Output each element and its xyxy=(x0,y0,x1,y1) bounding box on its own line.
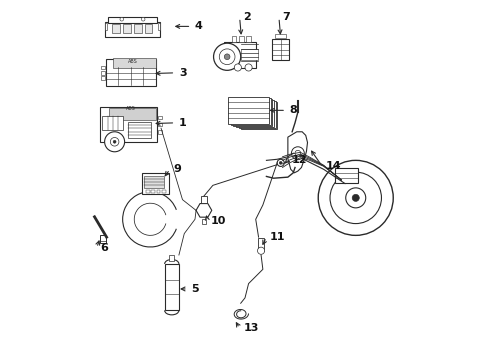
Bar xyxy=(242,102,277,129)
Bar xyxy=(106,59,156,86)
Bar xyxy=(162,190,166,193)
Circle shape xyxy=(104,132,124,152)
Circle shape xyxy=(120,18,123,21)
Polygon shape xyxy=(196,203,212,217)
Bar xyxy=(146,190,149,193)
Bar xyxy=(113,24,121,33)
Bar xyxy=(101,66,105,69)
Bar xyxy=(105,23,107,30)
Text: 2: 2 xyxy=(243,13,251,22)
Text: 1: 1 xyxy=(179,118,187,128)
Bar xyxy=(223,41,256,68)
Text: 7: 7 xyxy=(283,13,290,22)
Text: 3: 3 xyxy=(179,68,187,78)
Bar xyxy=(202,219,206,224)
Bar xyxy=(102,116,123,130)
Text: 5: 5 xyxy=(192,284,199,294)
Bar xyxy=(335,168,358,183)
Bar xyxy=(99,235,106,243)
Bar xyxy=(239,36,244,41)
Bar xyxy=(100,107,157,143)
Bar xyxy=(101,76,105,80)
Circle shape xyxy=(318,160,393,235)
Text: 13: 13 xyxy=(243,323,259,333)
Bar xyxy=(158,23,160,30)
Bar xyxy=(165,264,179,310)
Bar xyxy=(101,71,105,75)
Text: 6: 6 xyxy=(100,243,108,253)
Bar xyxy=(109,108,156,120)
Circle shape xyxy=(295,150,301,156)
Circle shape xyxy=(330,172,381,224)
Bar xyxy=(169,255,174,261)
Bar xyxy=(236,100,274,127)
Text: 12: 12 xyxy=(292,156,307,165)
Text: 4: 4 xyxy=(195,21,203,31)
Circle shape xyxy=(245,64,252,71)
Circle shape xyxy=(346,188,366,208)
Bar xyxy=(231,98,270,125)
Bar xyxy=(272,39,289,60)
Circle shape xyxy=(142,18,145,21)
Text: ABS: ABS xyxy=(127,59,137,64)
Bar xyxy=(233,99,272,126)
Bar xyxy=(123,24,131,33)
Circle shape xyxy=(214,43,241,70)
Polygon shape xyxy=(288,132,308,173)
Circle shape xyxy=(224,54,230,60)
Bar xyxy=(128,122,151,138)
Bar xyxy=(241,49,258,60)
Circle shape xyxy=(277,159,284,166)
Bar xyxy=(275,34,286,38)
Bar xyxy=(113,58,156,68)
Bar xyxy=(228,97,269,124)
Bar xyxy=(201,197,207,203)
Circle shape xyxy=(113,140,116,143)
Text: 11: 11 xyxy=(270,232,286,242)
Bar xyxy=(232,36,237,41)
Bar xyxy=(151,190,155,193)
Bar xyxy=(158,116,162,119)
Bar xyxy=(134,24,142,33)
Text: 8: 8 xyxy=(290,105,297,115)
Bar xyxy=(246,36,251,41)
Bar xyxy=(145,24,152,33)
Circle shape xyxy=(352,194,359,202)
Circle shape xyxy=(258,247,265,254)
Text: ABS: ABS xyxy=(126,106,136,111)
Circle shape xyxy=(220,49,235,64)
Text: 14: 14 xyxy=(325,161,341,171)
Bar xyxy=(108,17,157,23)
Bar xyxy=(158,123,162,126)
Circle shape xyxy=(234,64,242,71)
Bar xyxy=(158,130,162,134)
Bar xyxy=(144,176,164,188)
Bar xyxy=(157,190,160,193)
Text: 9: 9 xyxy=(173,164,181,174)
Bar xyxy=(258,238,264,251)
Circle shape xyxy=(279,161,282,164)
Bar xyxy=(239,101,275,128)
Circle shape xyxy=(292,147,304,159)
Bar xyxy=(105,22,160,37)
Bar xyxy=(142,173,169,194)
Text: 10: 10 xyxy=(211,216,226,226)
Circle shape xyxy=(110,138,119,146)
